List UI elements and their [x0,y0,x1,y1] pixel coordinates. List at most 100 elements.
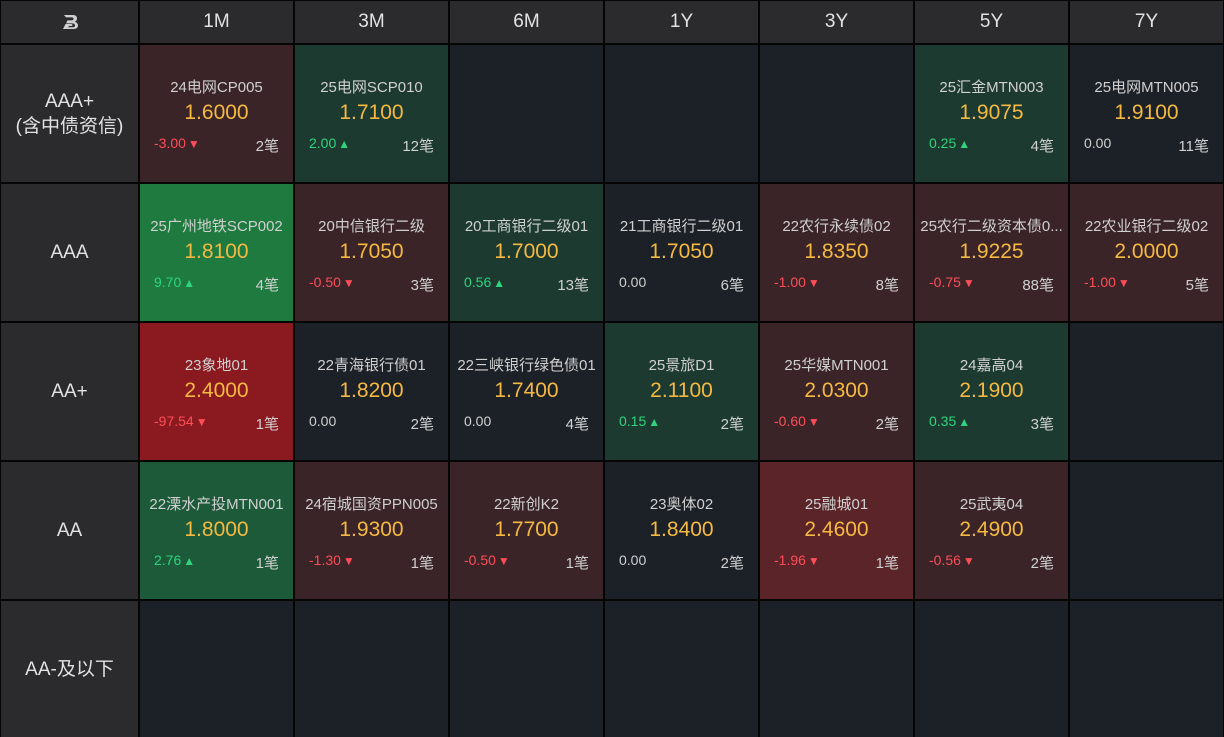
bond-yield: 1.6000 [184,101,249,124]
yield-change: 0.25 ▲ [929,135,970,151]
bond-cell[interactable]: 20中信银行二级 1.7050 -0.50 ▼ 3笔 [295,184,448,321]
bond-yield: 1.8000 [184,518,249,541]
empty-cell [1070,323,1223,460]
bond-cell[interactable]: 24宿城国资PPN005 1.9300 -1.30 ▼ 1笔 [295,462,448,599]
bond-yield: 2.4900 [959,518,1024,541]
bond-yield: 2.1100 [650,379,713,402]
column-header-1m[interactable]: 1M [140,1,293,43]
change-value: -1.30 [309,552,341,568]
column-header-3m[interactable]: 3M [295,1,448,43]
column-header-6m[interactable]: 6M [450,1,603,43]
bond-name: 21工商银行二级01 [619,218,744,235]
yield-change: -1.96 ▼ [774,552,820,568]
bond-yield: 1.7050 [649,240,714,263]
bond-cell[interactable]: 24嘉高04 2.1900 0.35 ▲ 3笔 [915,323,1068,460]
bond-yield: 1.7700 [494,518,559,541]
bond-yield: 1.7100 [339,101,404,124]
trade-count: 88笔 [1022,277,1054,294]
yield-change: -0.75 ▼ [929,274,975,290]
column-header-1y[interactable]: 1Y [605,1,758,43]
bond-cell[interactable]: 21工商银行二级01 1.7050 0.00 6笔 [605,184,758,321]
bond-cell[interactable]: 23象地01 2.4000 -97.54 ▼ 1笔 [140,323,293,460]
bond-cell[interactable]: 22新创K2 1.7700 -0.50 ▼ 1笔 [450,462,603,599]
yield-change: 2.76 ▲ [154,552,195,568]
row-label-1: AAA [1,184,138,321]
bond-yield: 1.9075 [959,101,1024,124]
bond-cell[interactable]: 22三峡银行绿色债01 1.7400 0.00 4笔 [450,323,603,460]
change-value: 0.00 [309,413,337,429]
logo-b-icon [62,15,78,29]
down-arrow-icon: ▼ [962,276,975,290]
trade-count: 1笔 [410,555,434,572]
trade-count: 1笔 [565,555,589,572]
yield-change: 0.00 [464,413,491,429]
trade-count: 3笔 [1030,416,1054,433]
change-value: 9.70 [154,274,182,290]
yield-change: -97.54 ▼ [154,413,208,429]
down-arrow-icon: ▼ [342,276,355,290]
bond-cell[interactable]: 25电网MTN005 1.9100 0.00 11笔 [1070,45,1223,182]
bond-cell[interactable]: 25武夷04 2.4900 -0.56 ▼ 2笔 [915,462,1068,599]
trade-count: 2笔 [720,416,744,433]
rating-label: AAA [50,242,89,263]
trade-count: 5笔 [1185,277,1209,294]
rating-sublabel: (含中债资信) [15,115,124,137]
trade-count: 12笔 [402,138,434,155]
yield-change: 2.00 ▲ [309,135,350,151]
bond-name: 25华媒MTN001 [784,357,889,374]
trade-count: 6笔 [720,277,744,294]
bond-name: 24嘉高04 [959,357,1024,374]
bond-yield: 1.7050 [339,240,404,263]
bond-yield: 1.8350 [804,240,869,263]
rating-label: AA-及以下 [25,658,114,680]
bond-cell[interactable]: 22农行永续债02 1.8350 -1.00 ▼ 8笔 [760,184,913,321]
bond-cell[interactable]: 25华媒MTN001 2.0300 -0.60 ▼ 2笔 [760,323,913,460]
change-value: 0.25 [929,135,957,151]
empty-cell [760,45,913,182]
down-arrow-icon: ▼ [807,554,820,568]
bond-name: 22青海银行债01 [317,357,426,374]
bond-yield: 1.7400 [494,379,559,402]
bond-cell[interactable]: 22农业银行二级02 2.0000 -1.00 ▼ 5笔 [1070,184,1223,321]
yield-change: -3.00 ▼ [154,135,200,151]
bond-yield: 2.4000 [184,379,249,402]
bond-cell[interactable]: 20工商银行二级01 1.7000 0.56 ▲ 13笔 [450,184,603,321]
yield-change: -0.50 ▼ [464,552,510,568]
yield-change: -1.00 ▼ [1084,274,1130,290]
bond-cell[interactable]: 24电网CP005 1.6000 -3.00 ▼ 2笔 [140,45,293,182]
yield-change: 9.70 ▲ [154,274,195,290]
bond-yield: 1.9225 [959,240,1024,263]
column-header-3y[interactable]: 3Y [760,1,913,43]
down-arrow-icon: ▼ [342,554,355,568]
bond-cell[interactable]: 25融城01 2.4600 -1.96 ▼ 1笔 [760,462,913,599]
trade-count: 4笔 [1030,138,1054,155]
bond-yield: 2.0000 [1114,240,1179,263]
bond-cell[interactable]: 25汇金MTN003 1.9075 0.25 ▲ 4笔 [915,45,1068,182]
change-value: -97.54 [154,413,194,429]
column-header-5y[interactable]: 5Y [915,1,1068,43]
bond-name: 22新创K2 [493,496,560,513]
up-arrow-icon: ▲ [183,276,196,290]
yield-change: -1.30 ▼ [309,552,355,568]
trade-count: 4笔 [565,416,589,433]
bond-cell[interactable]: 25农行二级资本债0... 1.9225 -0.75 ▼ 88笔 [915,184,1068,321]
change-value: -0.50 [309,274,341,290]
change-value: 0.35 [929,413,957,429]
empty-cell [295,601,448,737]
change-value: 0.00 [619,274,647,290]
bond-cell[interactable]: 23奥体02 1.8400 0.00 2笔 [605,462,758,599]
column-header-7y[interactable]: 7Y [1070,1,1223,43]
bond-cell[interactable]: 25景旅D1 2.1100 0.15 ▲ 2笔 [605,323,758,460]
bond-cell[interactable]: 22溧水产投MTN001 1.8000 2.76 ▲ 1笔 [140,462,293,599]
bond-yield: 1.9100 [1114,101,1179,124]
bond-cell[interactable]: 25电网SCP010 1.7100 2.00 ▲ 12笔 [295,45,448,182]
bond-cell[interactable]: 25广州地铁SCP002 1.8100 9.70 ▲ 4笔 [140,184,293,321]
empty-cell [1070,462,1223,599]
bond-name: 25汇金MTN003 [939,79,1044,96]
change-value: 0.00 [619,552,647,568]
down-arrow-icon: ▼ [962,554,975,568]
bond-cell[interactable]: 22青海银行债01 1.8200 0.00 2笔 [295,323,448,460]
trade-count: 2笔 [720,555,744,572]
bond-name: 25广州地铁SCP002 [150,218,283,235]
